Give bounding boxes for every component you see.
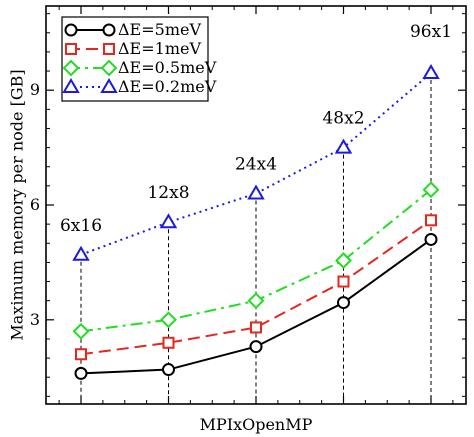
data-point xyxy=(160,311,177,329)
configuration-labels: 6x16 12x8 24x4 48x2 96x1 xyxy=(60,22,452,236)
data-point xyxy=(247,292,265,310)
configuration-label: 12x8 xyxy=(147,183,189,203)
data-point xyxy=(422,63,440,79)
series-layer xyxy=(72,63,440,380)
legend-marker xyxy=(100,59,118,77)
series-line xyxy=(80,219,432,356)
legend-marker xyxy=(103,43,115,55)
data-point xyxy=(424,232,438,246)
data-point xyxy=(247,184,265,200)
data-point xyxy=(72,322,90,340)
data-point xyxy=(422,181,440,199)
legend-marker xyxy=(62,78,80,93)
series-3 xyxy=(72,181,440,340)
data-point xyxy=(74,366,88,380)
x-axis-title: MPIxOpenMP xyxy=(200,415,313,434)
series-4 xyxy=(72,63,440,261)
drop-lines xyxy=(80,72,432,404)
configuration-label: 6x16 xyxy=(60,216,102,236)
data-point xyxy=(334,138,353,154)
legend-label: ΔE=0.2meV xyxy=(118,77,217,96)
data-point xyxy=(159,213,178,229)
legend-marker xyxy=(100,78,118,93)
y-tick-label: 6 xyxy=(30,195,40,214)
data-point xyxy=(162,336,175,349)
legend-label: ΔE=1meV xyxy=(118,39,201,58)
data-point xyxy=(250,321,262,334)
legend-marker xyxy=(64,23,78,37)
legend-label: ΔE=0.5meV xyxy=(118,58,217,77)
data-point xyxy=(425,214,437,227)
data-point xyxy=(337,296,350,310)
configuration-label: 24x4 xyxy=(235,155,277,175)
y-tick-label: 9 xyxy=(30,80,40,99)
series-1 xyxy=(74,232,438,380)
y-axis-title: Maximum memory per node [GB] xyxy=(8,69,27,340)
y-tick-label: 3 xyxy=(30,310,40,329)
configuration-label: 48x2 xyxy=(322,109,364,129)
configuration-label: 96x1 xyxy=(410,22,452,42)
data-point xyxy=(249,340,263,354)
y-tick-labels: 3 6 9 xyxy=(30,80,40,329)
legend-marker xyxy=(62,59,80,77)
legend-marker xyxy=(102,23,116,37)
data-point xyxy=(75,348,87,361)
legend-label: ΔE=5meV xyxy=(118,20,201,39)
data-point xyxy=(162,363,175,377)
data-point xyxy=(337,275,350,288)
data-point xyxy=(72,245,90,261)
legend-marker xyxy=(65,43,77,55)
axis-ticks xyxy=(46,6,466,404)
series-2 xyxy=(75,214,437,361)
data-point xyxy=(335,252,352,269)
